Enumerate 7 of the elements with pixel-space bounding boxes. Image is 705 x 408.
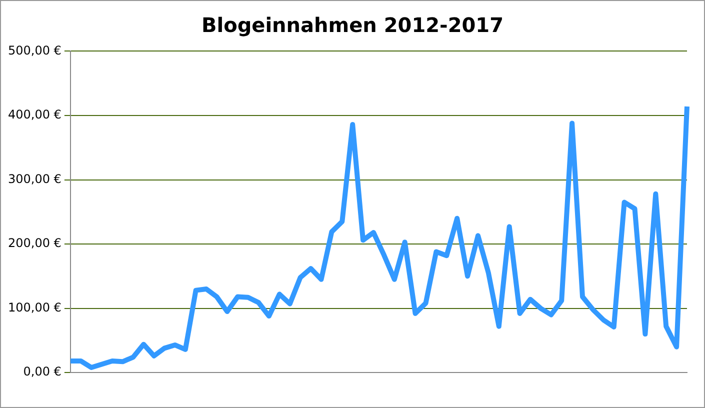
y-tick-label: 500,00 € (8, 43, 62, 58)
y-tick-label: 300,00 € (8, 172, 62, 186)
y-tick-label: 0,00 € (23, 364, 62, 379)
y-tick-label: 200,00 € (8, 236, 62, 250)
y-tick-label: 400,00 € (8, 108, 62, 122)
chart-title: Blogeinnahmen 2012-2017 (200, 13, 505, 37)
y-tick-label: 100,00 € (8, 300, 62, 314)
